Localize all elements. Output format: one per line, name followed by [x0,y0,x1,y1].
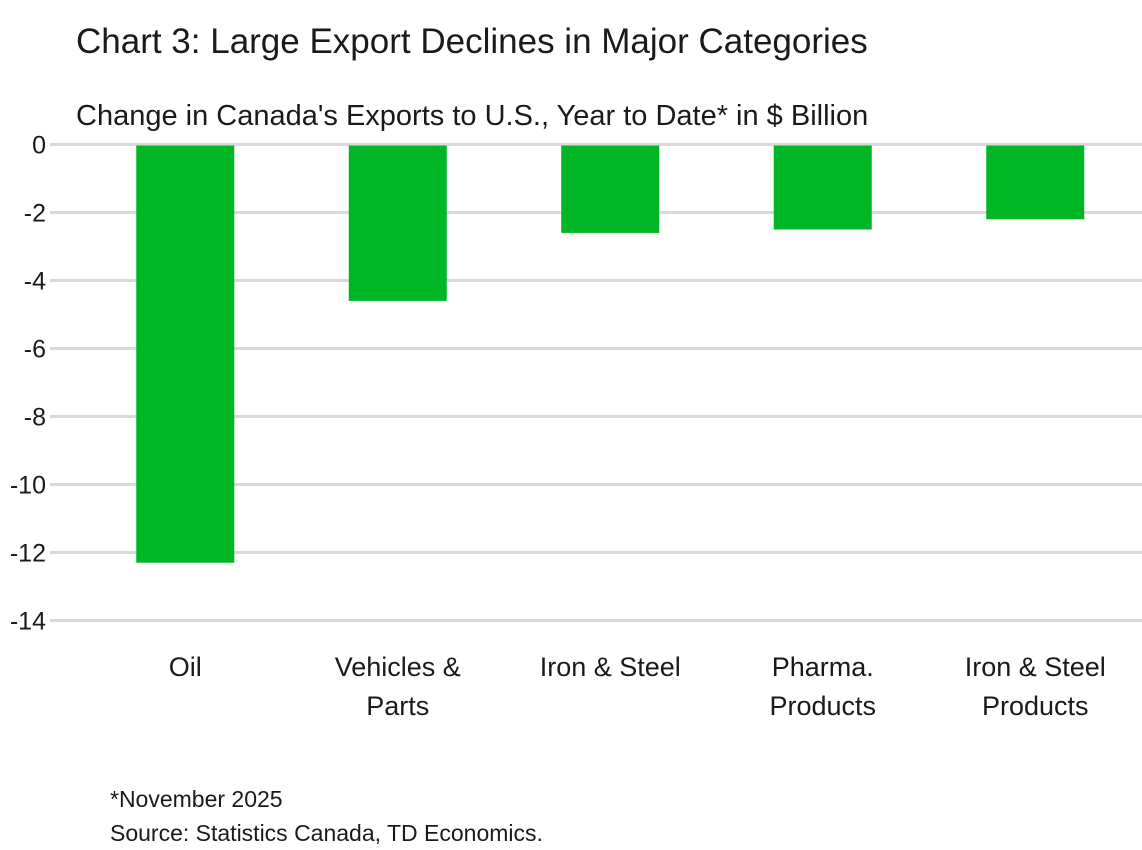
bar-chart: 0 -2 -4 -6 -8 -10 -12 -14 Oil Vehicles & Parts Iron… [10,132,1142,721]
y-tick-label: 0 [32,132,46,160]
bar [986,145,1085,220]
x-tick-label: Parts [366,691,429,721]
bar [561,145,660,233]
bar [348,145,447,301]
x-tick-label: Pharma. [772,652,874,682]
y-tick-label: -8 [24,404,46,432]
x-tick-label: Products [769,691,876,721]
y-tick-label: -6 [24,336,46,364]
footnote: *November 2025 [110,786,283,812]
x-tick-label: Vehicles & [335,652,461,682]
source-note: Source: Statistics Canada, TD Economics. [110,820,543,846]
y-tick-label: -14 [10,608,46,636]
x-tick-label: Iron & Steel [965,652,1106,682]
y-tick-label: -4 [24,268,46,296]
x-tick-label: Products [982,691,1089,721]
bar [773,145,872,230]
x-tick-label: Iron & Steel [540,652,681,682]
bar [136,145,235,563]
chart-subtitle: Change in Canada's Exports to U.S., Year… [76,100,869,132]
y-tick-label: -2 [24,200,46,228]
y-tick-label: -12 [10,540,46,568]
chart-title: Chart 3: Large Export Declines in Major … [76,22,868,61]
x-tick-label: Oil [169,652,202,682]
y-tick-label: -10 [10,472,46,500]
